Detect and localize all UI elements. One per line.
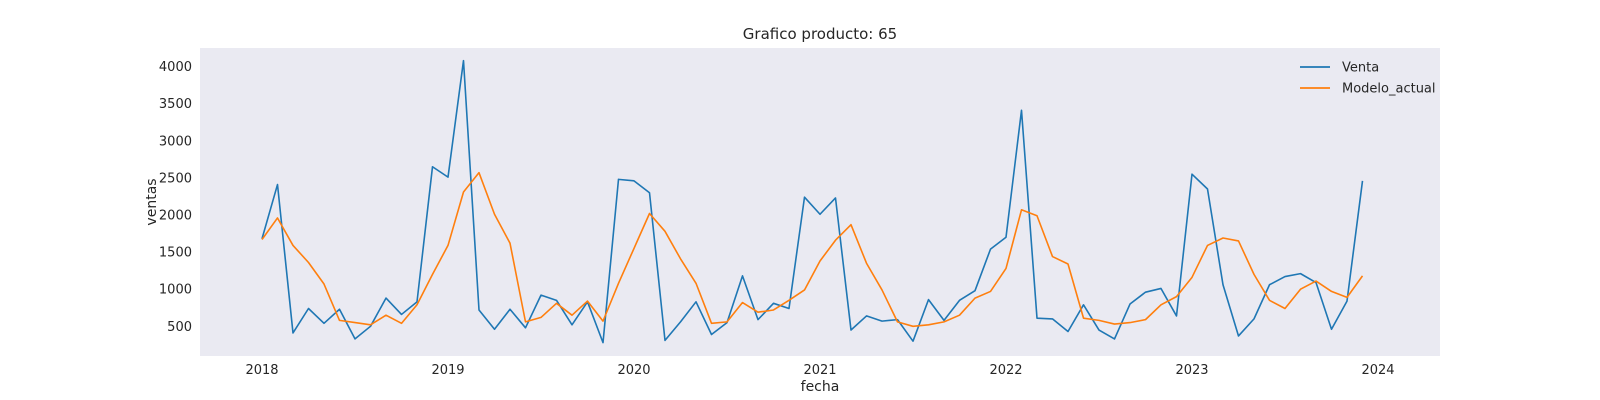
legend-label-0: Venta (1342, 61, 1379, 76)
x-tick-label: 2018 (245, 363, 278, 378)
x-axis-label: fecha (801, 379, 840, 395)
x-tick-label: 2019 (431, 363, 464, 378)
plot-background (200, 48, 1440, 356)
legend: Venta Modelo_actual (1300, 61, 1436, 97)
y-tick-label: 1000 (159, 283, 192, 298)
y-tick-label: 1500 (159, 246, 192, 261)
x-tick-label: 2023 (1175, 363, 1208, 378)
legend-label-1: Modelo_actual (1342, 82, 1436, 97)
x-tick-label: 2024 (1361, 363, 1394, 378)
x-tick-label: 2021 (803, 363, 836, 378)
y-axis-label: ventas (144, 178, 160, 225)
y-tick-label: 500 (167, 320, 192, 335)
y-tick-label: 3000 (159, 134, 192, 149)
series-layer (261, 59, 1364, 344)
x-tick-label: 2022 (989, 363, 1022, 378)
y-tick-label: 2500 (159, 171, 192, 186)
chart-title: Grafico producto: 65 (743, 25, 897, 43)
x-tick-labels: 2018 2019 2020 2021 2022 2023 2024 (245, 363, 1394, 378)
x-tick-label: 2020 (617, 363, 650, 378)
y-tick-label: 3500 (159, 97, 192, 112)
y-tick-label: 4000 (159, 60, 192, 75)
y-tick-label: 2000 (159, 208, 192, 223)
y-tick-labels: 500 1000 1500 2000 2500 3000 3500 4000 (159, 60, 192, 335)
series-line-1 (261, 171, 1364, 328)
